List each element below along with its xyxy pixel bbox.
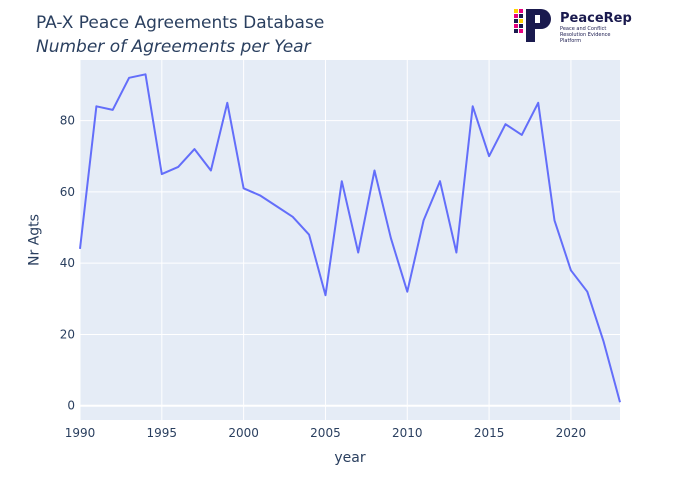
x-tick-label: 2010 (392, 426, 423, 440)
logo-text: PeaceRep Peace and Conflict Resolution E… (560, 11, 632, 44)
x-tick-label: 2015 (474, 426, 505, 440)
x-tick-label: 2000 (228, 426, 259, 440)
x-tick-label: 2005 (310, 426, 341, 440)
logo-square (514, 19, 518, 23)
logo-square (519, 29, 523, 33)
logo-square (519, 9, 523, 13)
x-tick-label: 1990 (65, 426, 96, 440)
x-tick-label: 1995 (147, 426, 178, 440)
logo-square (519, 14, 523, 18)
logo-square (519, 24, 523, 28)
x-tick-label: 2020 (556, 426, 587, 440)
series-group (79, 73, 621, 403)
x-tick-labels: 1990 1995 2000 2005 2010 2015 2020 (65, 426, 586, 440)
y-tick-labels: 0 20 40 60 80 (60, 114, 75, 413)
y-tick-label: 0 (67, 399, 75, 413)
logo-square (514, 9, 518, 13)
logo-square (514, 29, 518, 33)
y-axis-label: Nr Agts (27, 214, 43, 266)
series-line (79, 73, 621, 403)
y-tick-label: 80 (60, 114, 75, 128)
peacerep-logo-icon (514, 9, 551, 42)
logo-tagline: Peace and Conflict Resolution Evidence P… (560, 26, 611, 44)
logo-square (514, 24, 518, 28)
logo-square (514, 14, 518, 18)
chart-title: PA-X Peace Agreements Database (36, 13, 325, 33)
y-tick-label: 20 (60, 327, 75, 341)
chart-subtitle: Number of Agreements per Year (36, 37, 311, 57)
logo-square (519, 19, 523, 23)
x-axis-label: year (334, 450, 365, 466)
logo-name: PeaceRep (560, 11, 632, 26)
y-tick-label: 40 (60, 256, 75, 270)
y-tick-label: 60 (60, 185, 75, 199)
